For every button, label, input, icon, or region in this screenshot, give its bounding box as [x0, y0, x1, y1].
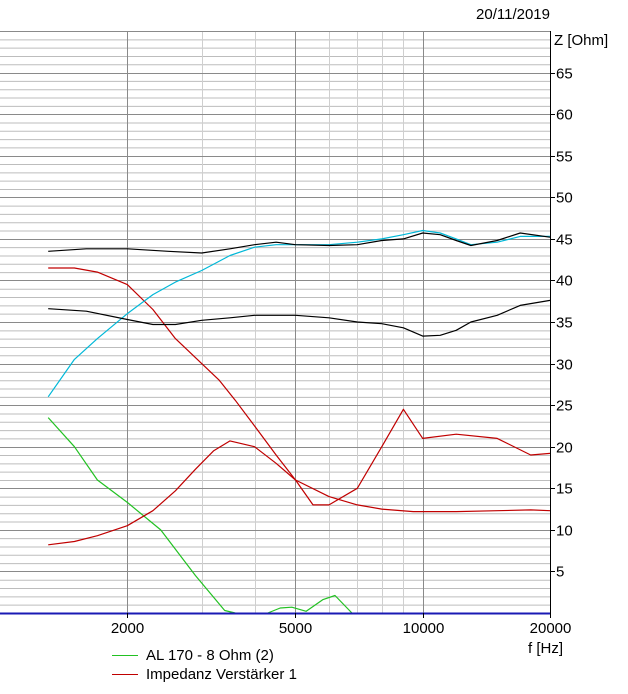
series-line [267, 594, 353, 614]
series-line [48, 232, 551, 254]
legend-swatch-green [112, 655, 138, 656]
y-tick-label: 15 [556, 481, 573, 498]
y-tick-label: 55 [556, 149, 573, 166]
y-tick-label: 20 [556, 440, 573, 457]
minor-grid [0, 31, 550, 613]
x-axis-label: f [Hz] [528, 640, 563, 657]
major-grid [0, 31, 550, 613]
x-tick-label: 10000 [403, 620, 445, 637]
series-layer [47, 229, 551, 614]
x-tick-label: 20000 [530, 620, 572, 637]
legend-label: Impedanz Verstärker 1 [146, 666, 297, 683]
series-line [47, 417, 236, 614]
y-axis-label: Z [Ohm] [554, 32, 608, 49]
y-tick-label: 35 [556, 315, 573, 332]
date-stamp: 20/11/2019 [476, 6, 550, 23]
series-line [48, 267, 551, 506]
y-tick-label: 30 [556, 357, 573, 374]
y-tick-label: 10 [556, 523, 573, 540]
x-tick-label: 2000 [111, 620, 144, 637]
y-tick-label: 40 [556, 273, 573, 290]
y-tick-label: 25 [556, 398, 573, 415]
x-tick-label: 5000 [279, 620, 312, 637]
y-tick-label: 60 [556, 107, 573, 124]
y-tick-label: 5 [556, 564, 564, 581]
series-line [48, 440, 551, 546]
series-line [47, 229, 550, 398]
y-tick-label: 50 [556, 190, 573, 207]
series-line [48, 299, 551, 337]
y-tick-label: 65 [556, 66, 573, 83]
legend-label: AL 170 - 8 Ohm (2) [146, 647, 274, 664]
y-tick-label: 45 [556, 232, 573, 249]
legend-swatch-red [112, 674, 138, 675]
axis-layer: 5 10 15 20 25 30 35 40 45 50 55 60 65 2000 5000 10000 20… [0, 31, 573, 637]
